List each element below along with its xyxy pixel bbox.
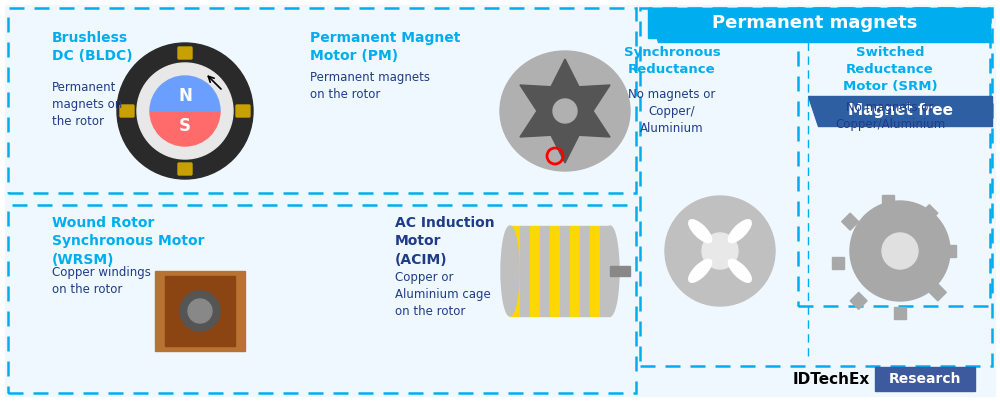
Bar: [550, 226, 560, 316]
Circle shape: [137, 63, 233, 159]
Polygon shape: [650, 8, 990, 38]
Bar: [540, 226, 550, 316]
Bar: [8, 205, 636, 393]
Ellipse shape: [728, 259, 751, 282]
Bar: [832, 257, 844, 269]
Text: Magnet free: Magnet free: [848, 103, 952, 119]
FancyBboxPatch shape: [236, 105, 250, 117]
Text: N: N: [178, 87, 192, 105]
Text: Brushless
DC (BLDC): Brushless DC (BLDC): [52, 31, 133, 63]
Ellipse shape: [689, 259, 712, 282]
Polygon shape: [648, 8, 990, 42]
Circle shape: [180, 291, 220, 331]
Circle shape: [850, 201, 950, 301]
Text: IDTechEx: IDTechEx: [793, 371, 870, 387]
Bar: [600, 226, 610, 316]
Polygon shape: [520, 59, 610, 163]
Circle shape: [882, 233, 918, 269]
Circle shape: [553, 99, 577, 123]
Bar: [530, 226, 540, 316]
Text: Permanent
magnets on
the rotor: Permanent magnets on the rotor: [52, 81, 122, 128]
Bar: [875, 367, 975, 391]
Bar: [570, 226, 580, 316]
Bar: [8, 8, 636, 193]
Text: Switched
Reductance
Motor (SRM): Switched Reductance Motor (SRM): [843, 46, 937, 93]
Bar: [798, 8, 990, 306]
FancyBboxPatch shape: [120, 105, 134, 117]
Bar: [560, 226, 570, 316]
FancyBboxPatch shape: [178, 163, 192, 175]
FancyArrowPatch shape: [208, 76, 221, 89]
Ellipse shape: [689, 220, 712, 243]
Bar: [929, 284, 946, 301]
Text: Permanent magnets: Permanent magnets: [712, 14, 918, 32]
Text: No magnets or
Copper/Aluminium: No magnets or Copper/Aluminium: [835, 101, 945, 131]
Text: Copper windings
on the rotor: Copper windings on the rotor: [52, 266, 151, 296]
Bar: [520, 226, 530, 316]
Circle shape: [117, 43, 253, 179]
Bar: [944, 245, 956, 257]
Ellipse shape: [501, 226, 519, 316]
Text: AC Induction
Motor
(ACIM): AC Induction Motor (ACIM): [395, 216, 495, 267]
Text: Research: Research: [889, 372, 961, 386]
Circle shape: [702, 233, 738, 269]
Circle shape: [665, 196, 775, 306]
Text: S: S: [179, 117, 191, 135]
Polygon shape: [808, 96, 992, 126]
Ellipse shape: [601, 226, 619, 316]
Bar: [510, 226, 520, 316]
Bar: [882, 195, 894, 207]
Ellipse shape: [728, 220, 751, 243]
Bar: [921, 205, 938, 222]
Wedge shape: [150, 76, 220, 111]
Bar: [850, 292, 867, 309]
Text: Permanent Magnet
Motor (PM): Permanent Magnet Motor (PM): [310, 31, 460, 63]
Bar: [165, 276, 235, 346]
Bar: [610, 266, 630, 276]
Bar: [580, 226, 590, 316]
Ellipse shape: [500, 51, 630, 171]
Bar: [640, 8, 992, 366]
Bar: [155, 271, 245, 351]
Bar: [842, 213, 859, 230]
Circle shape: [188, 299, 212, 323]
Text: Wound Rotor
Synchronous Motor
(WRSM): Wound Rotor Synchronous Motor (WRSM): [52, 216, 205, 267]
Text: Copper or
Aluminium cage
on the rotor: Copper or Aluminium cage on the rotor: [395, 271, 491, 318]
FancyBboxPatch shape: [178, 47, 192, 59]
Text: Permanent magnets
on the rotor: Permanent magnets on the rotor: [310, 71, 430, 101]
Bar: [894, 307, 906, 319]
Wedge shape: [150, 111, 220, 146]
Polygon shape: [648, 8, 662, 38]
Text: Synchronous
Reductance: Synchronous Reductance: [624, 46, 720, 76]
Bar: [590, 226, 600, 316]
Text: No magnets or
Copper/
Aluminium: No magnets or Copper/ Aluminium: [628, 88, 716, 135]
